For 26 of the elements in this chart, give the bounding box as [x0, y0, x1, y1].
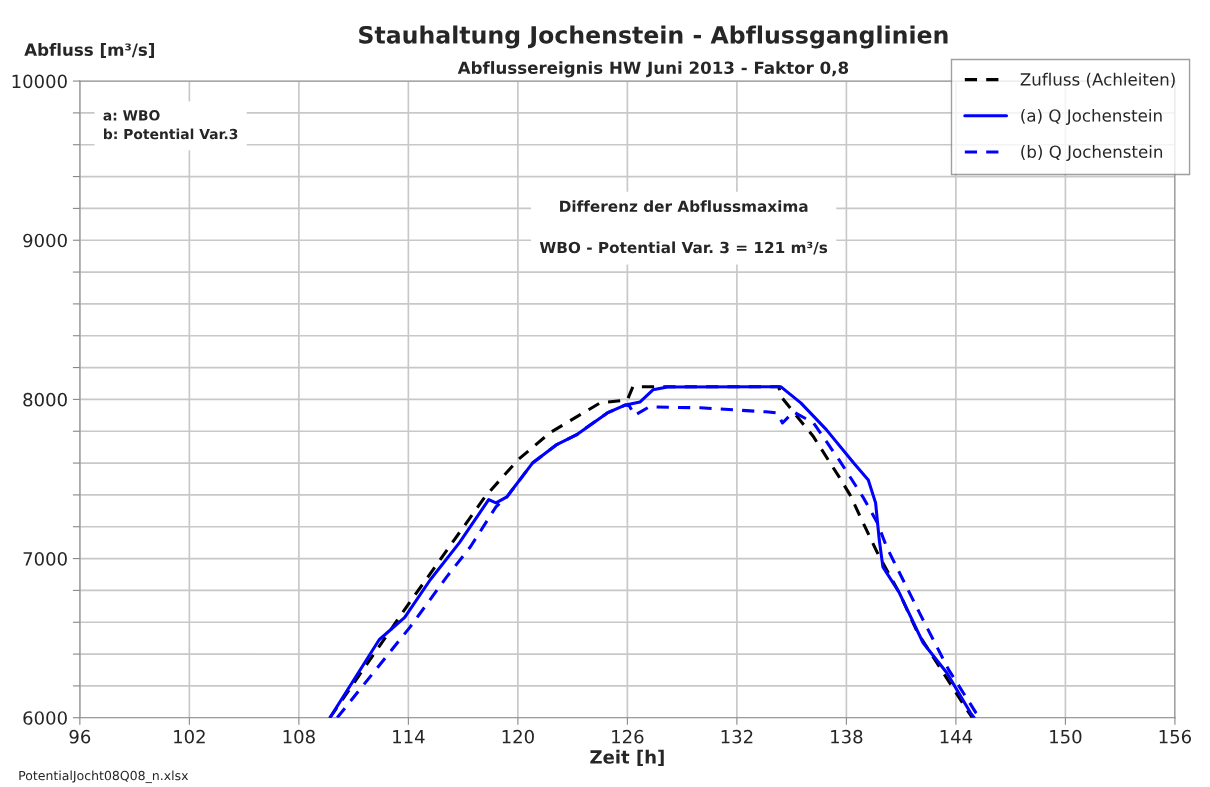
x-tick-label: 144 — [940, 730, 973, 744]
y-tick-label: 6000 — [23, 711, 67, 725]
x-tick-label: 96 — [69, 729, 91, 744]
x-tick-label: 114 — [393, 730, 425, 744]
y-tick-label: 10000 — [12, 74, 67, 89]
text: PotentialJocht08Q08_n.xlsx — [19, 770, 189, 784]
annotation: a: WBO b: Potential Var.3 — [103, 110, 238, 140]
chart-title: Stauhaltung Jochenstein - Abflussganglinien — [359, 25, 948, 49]
x-tick-label: 102 — [174, 729, 205, 744]
x-axis-title: Zeit [h] — [590, 749, 664, 766]
x-tick-label: 126 — [612, 729, 644, 744]
legend-label: (a) Q Jochenstein — [1021, 108, 1162, 125]
y-tick-label: 8000 — [23, 392, 67, 407]
y-tick-label: 7000 — [23, 552, 67, 566]
chart-subtitle: Abflussereignis HW Juni 2013 - Faktor 0,8 — [457, 61, 849, 78]
x-tick-label: 108 — [283, 729, 315, 744]
y-tick-label: 9000 — [23, 233, 67, 248]
text: Differenz der Abflussmaxima WBO - Potential Var. 3 = 121 m³/s — [539, 200, 828, 255]
x-tick-label: 132 — [721, 729, 753, 744]
y-axis-title: Abfluss [m³/s] — [24, 43, 154, 58]
legend-label: Zufluss (Achleiten) — [1020, 72, 1175, 88]
legend-label: (b) Q Jochenstein — [1021, 145, 1163, 162]
x-tick-label: 120 — [502, 729, 534, 744]
x-tick-label: 138 — [831, 729, 863, 744]
x-tick-label: 150 — [1050, 729, 1082, 744]
x-tick-label: 156 — [1159, 729, 1191, 744]
